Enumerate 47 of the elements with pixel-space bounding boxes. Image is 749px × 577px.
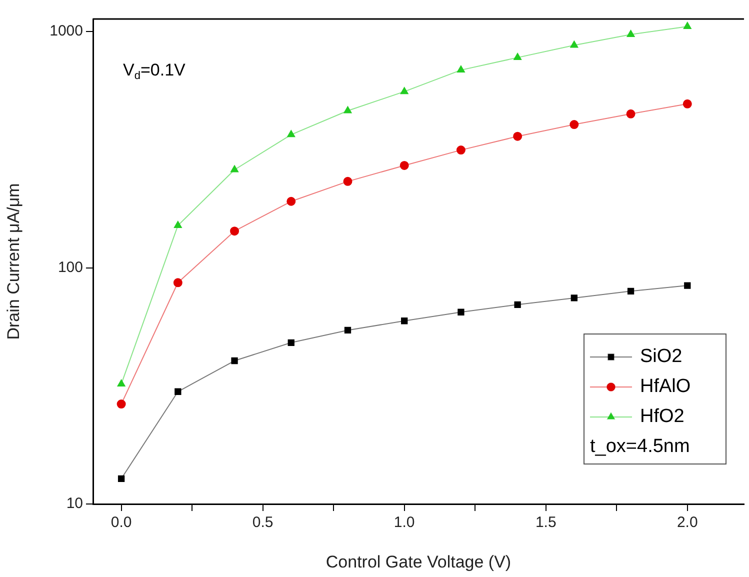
point bbox=[684, 282, 691, 289]
point bbox=[456, 146, 466, 155]
x-tick-label: 0.5 bbox=[252, 514, 274, 532]
point bbox=[514, 301, 521, 308]
x-axis-title: Control Gate Voltage (V) bbox=[326, 552, 512, 572]
x-tick-label: 1.5 bbox=[535, 514, 556, 532]
point bbox=[230, 226, 240, 236]
point bbox=[174, 388, 182, 395]
point bbox=[570, 40, 578, 48]
point bbox=[173, 278, 182, 288]
point bbox=[230, 165, 238, 172]
legend-label: SiO2 bbox=[640, 346, 682, 368]
x-tick-label: 0.0 bbox=[110, 514, 132, 532]
point bbox=[458, 308, 464, 316]
point bbox=[287, 130, 296, 138]
x-tick-label: 1.0 bbox=[394, 514, 415, 532]
point bbox=[344, 106, 352, 114]
legend-label: HfAlO bbox=[640, 376, 691, 398]
point bbox=[682, 99, 692, 108]
point bbox=[570, 294, 578, 302]
point bbox=[626, 109, 636, 118]
point bbox=[626, 30, 635, 37]
point bbox=[231, 357, 238, 364]
point bbox=[343, 176, 352, 186]
y-tick-label: 1000 bbox=[50, 22, 83, 40]
y-tick-label: 100 bbox=[58, 258, 83, 276]
point bbox=[513, 132, 522, 141]
point bbox=[627, 288, 634, 295]
point bbox=[288, 339, 294, 346]
point bbox=[286, 196, 296, 206]
x-tick-label: 2.0 bbox=[676, 514, 698, 532]
point bbox=[401, 318, 408, 324]
y-tick-label: 10 bbox=[66, 495, 83, 512]
legend-label: HfO2 bbox=[640, 406, 684, 428]
annotation: t_ox=4.5nm bbox=[590, 436, 690, 458]
point bbox=[456, 66, 465, 73]
point bbox=[400, 160, 409, 170]
point bbox=[514, 53, 522, 60]
y-axis-title: Drain Current μA/μm bbox=[4, 183, 23, 340]
point bbox=[116, 400, 126, 409]
point bbox=[570, 120, 579, 130]
point bbox=[400, 87, 408, 94]
point bbox=[683, 22, 692, 30]
point bbox=[344, 326, 352, 334]
point bbox=[118, 475, 125, 482]
point bbox=[174, 220, 182, 228]
point bbox=[117, 380, 126, 387]
